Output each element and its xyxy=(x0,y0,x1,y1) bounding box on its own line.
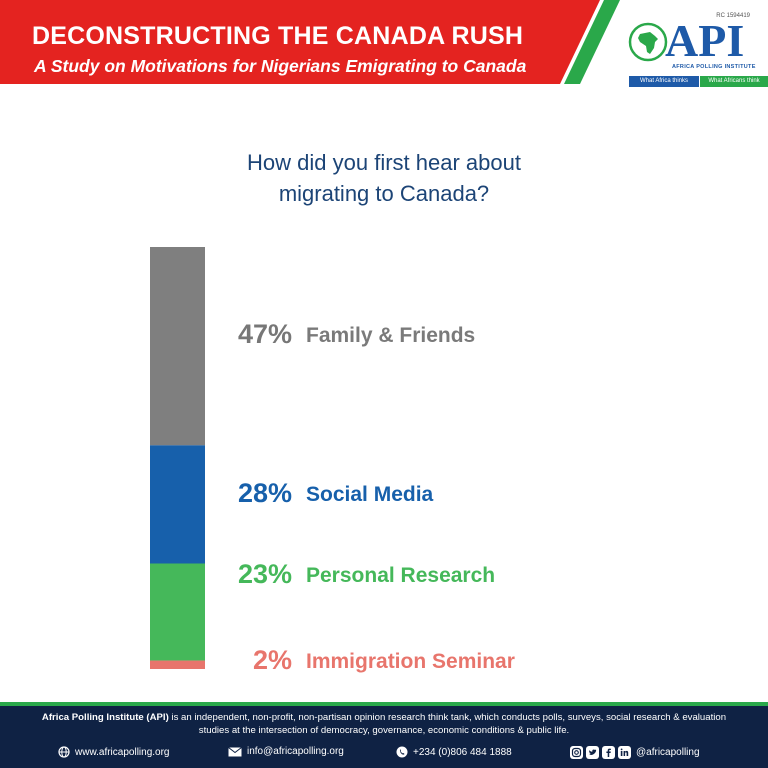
whatsapp-icon xyxy=(396,746,408,758)
globe-icon xyxy=(58,746,70,758)
registration-number: RC 1594419 xyxy=(716,13,750,19)
logo-fullname: AFRICA POLLING INSTITUTE xyxy=(672,64,756,70)
logo-wordmark: API xyxy=(665,15,745,66)
website-link[interactable]: www.africapolling.org xyxy=(75,746,170,758)
phone-number[interactable]: +234 (0)806 484 1888 xyxy=(413,746,512,758)
banner-title: DECONSTRUCTING THE CANADA RUSH xyxy=(32,22,524,50)
footer-phone[interactable]: +234 (0)806 484 1888 xyxy=(396,746,512,758)
footer-email[interactable]: info@africapolling.org xyxy=(228,746,344,757)
instagram-icon[interactable] xyxy=(570,746,583,759)
footer: Africa Polling Institute (API) is an ind… xyxy=(0,702,768,768)
twitter-icon[interactable] xyxy=(586,746,599,759)
value-label-1: 47% xyxy=(237,319,292,349)
banner-background xyxy=(0,0,620,84)
africa-map-icon xyxy=(628,22,668,62)
footer-website[interactable]: www.africapolling.org xyxy=(58,746,170,758)
category-label-1: Family & Friends xyxy=(306,324,476,347)
linkedin-icon[interactable] xyxy=(618,746,631,759)
question-line-1: How did you first hear about xyxy=(247,150,521,175)
email-link[interactable]: info@africapolling.org xyxy=(247,746,344,757)
social-handle[interactable]: @africapolling xyxy=(636,747,700,758)
bar-segment-2 xyxy=(150,445,205,564)
question-line-2: migrating to Canada? xyxy=(278,181,490,206)
mail-icon xyxy=(228,746,242,756)
value-label-3: 23% xyxy=(237,559,292,589)
footer-org-name: Africa Polling Institute (API) xyxy=(41,712,169,723)
chart-question: How did you first hear about migrating t… xyxy=(184,147,584,209)
footer-accent-line xyxy=(0,702,768,706)
category-label-4: Immigration Seminar xyxy=(306,650,515,673)
facebook-icon[interactable] xyxy=(602,746,615,759)
footer-desc-text: is an independent, non-profit, non-parti… xyxy=(168,712,727,736)
bar-segment-3 xyxy=(150,563,205,661)
category-label-3: Personal Research xyxy=(306,564,496,587)
value-label-4: 2% xyxy=(252,645,292,675)
value-label-2: 28% xyxy=(237,478,292,508)
logo-tag-left: What Africa thinks xyxy=(629,76,699,87)
social-icons xyxy=(570,746,631,759)
logo-tag-right: What Africans think xyxy=(700,76,768,87)
bar-segment-4 xyxy=(150,660,205,669)
stacked-bar-chart xyxy=(150,247,205,669)
bar-segment-1 xyxy=(150,247,205,446)
category-label-2: Social Media xyxy=(306,483,434,506)
banner-subtitle: A Study on Motivations for Nigerians Emi… xyxy=(34,56,527,76)
header-banner: DECONSTRUCTING THE CANADA RUSH A Study o… xyxy=(0,0,768,100)
footer-social[interactable]: @africapolling xyxy=(570,746,700,759)
footer-description: Africa Polling Institute (API) is an ind… xyxy=(30,711,738,737)
